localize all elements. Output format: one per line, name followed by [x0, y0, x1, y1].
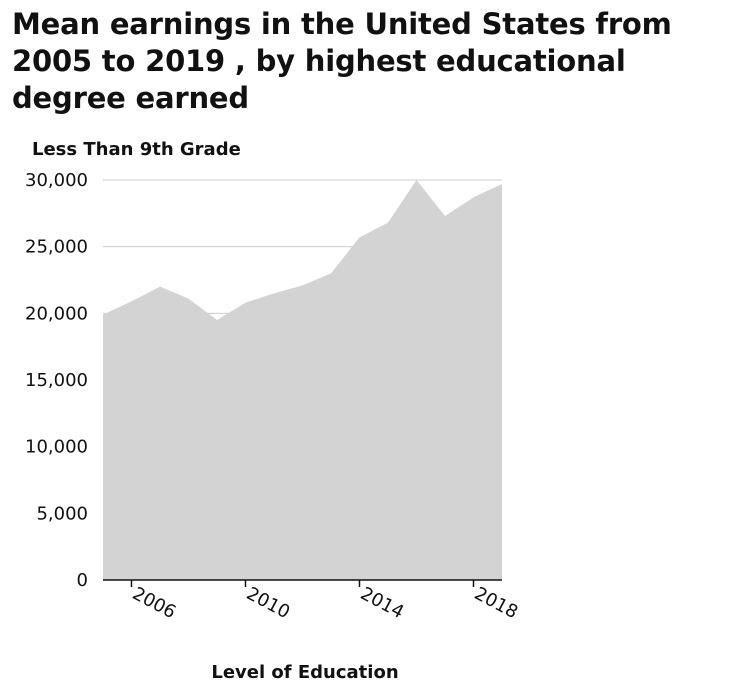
y-tick-label: 20,000 — [25, 303, 88, 324]
y-axis-label: Less Than 9th Grade — [32, 139, 241, 160]
y-tick-label: 5,000 — [36, 503, 88, 524]
y-tick-label: 10,000 — [25, 437, 88, 458]
x-tick-label: 2006 — [129, 583, 179, 623]
x-axis-label: Level of Education — [211, 662, 398, 683]
x-tick-label: 2018 — [471, 583, 521, 623]
x-tick-label: 2010 — [243, 583, 293, 623]
area-series — [103, 180, 502, 580]
x-tick-label: 2014 — [357, 583, 407, 623]
x-axis: 2006 2010 2014 2018 — [129, 580, 521, 623]
y-tick-label: 25,000 — [25, 237, 88, 258]
y-tick-label: 15,000 — [25, 370, 88, 391]
y-tick-label: 30,000 — [25, 170, 88, 191]
chart-title: Mean earnings in the United States from … — [12, 7, 672, 115]
y-tick-label: 0 — [77, 570, 88, 591]
y-axis: 0 5,000 10,000 15,000 20,000 25,000 30,000 — [25, 170, 88, 591]
